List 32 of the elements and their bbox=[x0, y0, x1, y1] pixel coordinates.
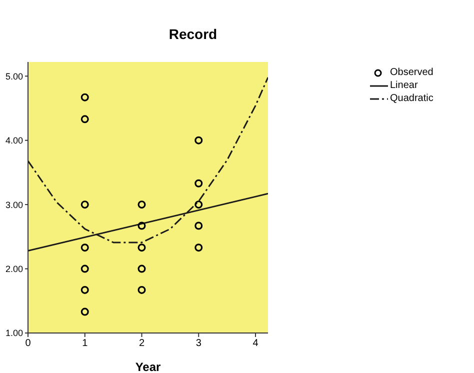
y-tick-label: 1.00 bbox=[5, 328, 23, 338]
y-tick-label: 3.00 bbox=[5, 200, 23, 210]
point bbox=[80, 286, 89, 294]
y-tick-label: 4.00 bbox=[5, 136, 23, 146]
x-tick-label: 3 bbox=[196, 338, 202, 350]
point bbox=[194, 136, 203, 144]
x-tick-label: 4 bbox=[252, 338, 259, 350]
legend-label: Linear bbox=[390, 80, 418, 91]
point bbox=[194, 179, 203, 188]
point bbox=[80, 115, 89, 124]
point bbox=[80, 200, 89, 209]
point bbox=[138, 244, 146, 252]
point bbox=[138, 286, 146, 294]
point bbox=[138, 200, 146, 209]
point bbox=[80, 264, 89, 273]
point bbox=[138, 264, 146, 273]
x-tick-label: 0 bbox=[25, 338, 32, 350]
point bbox=[194, 200, 203, 209]
legend-label: Quadratic bbox=[390, 93, 434, 104]
x-tick-label: 2 bbox=[138, 338, 145, 350]
point bbox=[80, 93, 89, 102]
point bbox=[138, 222, 146, 230]
y-tick-label: 5.00 bbox=[5, 71, 23, 82]
x-axis-title: Year bbox=[135, 360, 162, 373]
point bbox=[80, 308, 89, 316]
point bbox=[80, 244, 89, 252]
chart-title: Record bbox=[168, 26, 218, 42]
x-tick-label: 1 bbox=[82, 338, 88, 350]
point bbox=[194, 222, 203, 230]
legend-label: Observed bbox=[390, 67, 434, 78]
y-tick-label: 2.00 bbox=[5, 264, 23, 274]
point bbox=[194, 244, 203, 252]
